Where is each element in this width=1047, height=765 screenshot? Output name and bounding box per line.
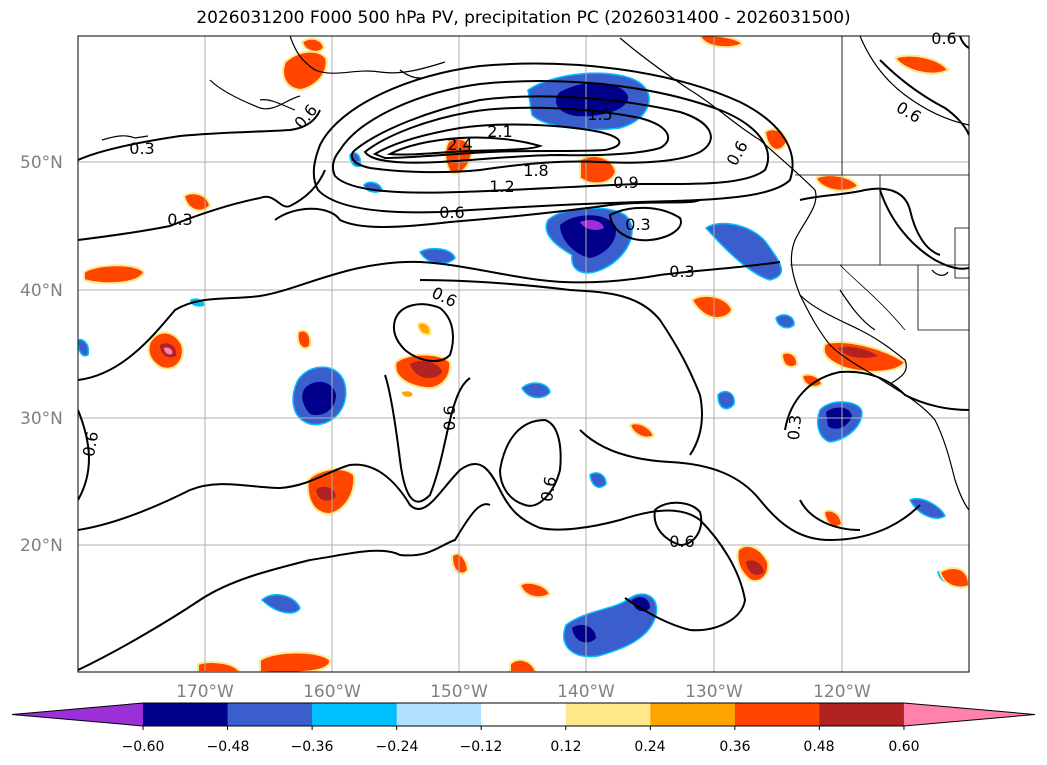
contour-label: 0.3 bbox=[129, 139, 154, 158]
lat-label: 50°N bbox=[20, 153, 63, 173]
contour-label: 1.8 bbox=[523, 161, 548, 180]
colorbar-segment bbox=[312, 703, 398, 726]
contour-label: 0.6 bbox=[537, 475, 560, 503]
colorbar-ticks: −0.60 −0.48 −0.36 −0.24 −0.12 0.12 0.24 … bbox=[122, 739, 920, 755]
precip-positive-areas bbox=[83, 36, 969, 672]
colorbar-segment bbox=[481, 703, 567, 726]
colorbar-segment bbox=[819, 703, 905, 726]
colorbar-segment bbox=[650, 703, 736, 726]
colorbar-tick: −0.24 bbox=[376, 739, 419, 755]
contour-label: 0.3 bbox=[625, 215, 650, 234]
map-gridlines bbox=[78, 36, 969, 672]
contour-label: 0.6 bbox=[440, 405, 459, 430]
contour-label: 0.6 bbox=[79, 430, 102, 458]
colorbar bbox=[11, 702, 1036, 730]
colorbar-extend-low bbox=[12, 703, 143, 726]
latitude-labels: 50°N 40°N 30°N 20°N bbox=[20, 153, 63, 556]
colorbar-tick: −0.48 bbox=[207, 739, 250, 755]
coastlines bbox=[101, 36, 969, 511]
map-title: 2026031200 F000 500 hPa PV, precipitatio… bbox=[196, 8, 851, 28]
colorbar-segment bbox=[227, 703, 313, 726]
lon-label: 160°W bbox=[303, 682, 361, 702]
lon-label: 130°W bbox=[685, 682, 743, 702]
colorbar-segment bbox=[396, 703, 482, 726]
contour-label: 1.5 bbox=[587, 105, 612, 124]
colorbar-tick: 0.36 bbox=[719, 739, 750, 755]
contour-label: 2.1 bbox=[487, 122, 512, 141]
contour-label: 0.6 bbox=[931, 29, 956, 48]
map-frame bbox=[77, 35, 970, 673]
colorbar-tick: 0.12 bbox=[550, 739, 581, 755]
colorbar-segment bbox=[143, 703, 229, 726]
colorbar-tick: −0.60 bbox=[122, 739, 165, 755]
colorbar-segment bbox=[734, 703, 820, 726]
colorbar-tick: 0.24 bbox=[634, 739, 665, 755]
political-borders bbox=[790, 36, 969, 331]
pv-contours bbox=[78, 36, 969, 671]
contour-label: 0.3 bbox=[784, 414, 805, 441]
contour-label: 0.6 bbox=[669, 532, 694, 551]
colorbar-segment bbox=[565, 703, 651, 726]
lon-label: 120°W bbox=[813, 682, 871, 702]
lat-label: 20°N bbox=[20, 536, 63, 556]
contour-label: 0.6 bbox=[439, 203, 464, 222]
colorbar-tick: −0.12 bbox=[460, 739, 503, 755]
contour-label: 2.4 bbox=[447, 135, 472, 154]
colorbar-tick: 0.60 bbox=[888, 739, 919, 755]
colorbar-tick: −0.36 bbox=[291, 739, 334, 755]
lon-label: 150°W bbox=[430, 682, 488, 702]
precip-negative-areas bbox=[78, 72, 961, 658]
lat-label: 30°N bbox=[20, 409, 63, 429]
lon-label: 170°W bbox=[176, 682, 234, 702]
contour-label: 0.3 bbox=[669, 262, 694, 281]
lat-label: 40°N bbox=[20, 281, 63, 301]
contour-label: 0.3 bbox=[167, 210, 192, 229]
colorbar-extend-high bbox=[903, 703, 1035, 726]
colorbar-tick: 0.48 bbox=[803, 739, 834, 755]
longitude-labels: 170°W 160°W 150°W 140°W 130°W 120°W bbox=[176, 682, 871, 702]
lon-label: 140°W bbox=[557, 682, 615, 702]
contour-label: 1.2 bbox=[489, 177, 514, 196]
contour-label: 0.9 bbox=[613, 173, 638, 192]
